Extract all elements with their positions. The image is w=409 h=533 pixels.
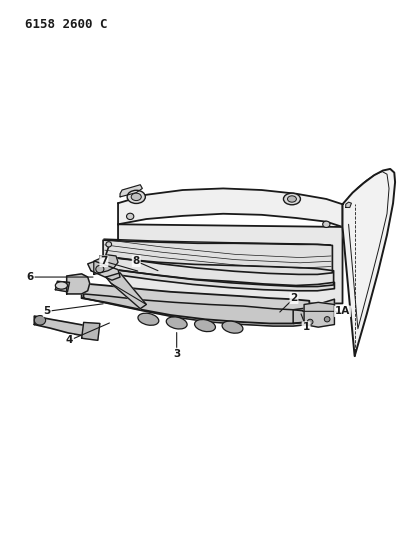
Text: 2: 2 bbox=[290, 293, 297, 303]
Polygon shape bbox=[81, 284, 309, 324]
Polygon shape bbox=[345, 202, 351, 207]
Polygon shape bbox=[98, 268, 334, 291]
Polygon shape bbox=[81, 322, 100, 341]
Polygon shape bbox=[83, 294, 308, 326]
Text: 1A: 1A bbox=[334, 306, 349, 316]
Ellipse shape bbox=[131, 193, 141, 200]
Ellipse shape bbox=[287, 196, 296, 202]
Ellipse shape bbox=[137, 313, 158, 325]
Polygon shape bbox=[342, 169, 394, 356]
Polygon shape bbox=[100, 256, 333, 287]
Polygon shape bbox=[303, 302, 334, 327]
Ellipse shape bbox=[55, 282, 67, 289]
Text: 3: 3 bbox=[173, 349, 180, 359]
Ellipse shape bbox=[307, 319, 312, 325]
Polygon shape bbox=[118, 189, 342, 227]
Ellipse shape bbox=[324, 317, 329, 322]
Polygon shape bbox=[67, 274, 90, 294]
Polygon shape bbox=[34, 316, 97, 337]
Text: 6158 2600 C: 6158 2600 C bbox=[25, 18, 107, 30]
Ellipse shape bbox=[106, 241, 111, 247]
Text: 4: 4 bbox=[66, 335, 73, 345]
Ellipse shape bbox=[222, 321, 243, 333]
Ellipse shape bbox=[127, 190, 145, 204]
Ellipse shape bbox=[283, 193, 300, 205]
Text: 7: 7 bbox=[100, 256, 107, 266]
Text: 1: 1 bbox=[302, 322, 309, 332]
Ellipse shape bbox=[96, 265, 103, 273]
Polygon shape bbox=[292, 299, 334, 324]
Polygon shape bbox=[88, 261, 120, 280]
Ellipse shape bbox=[126, 213, 133, 220]
Polygon shape bbox=[103, 240, 332, 274]
Text: 8: 8 bbox=[132, 256, 139, 266]
Ellipse shape bbox=[166, 317, 187, 329]
Polygon shape bbox=[118, 224, 342, 303]
Polygon shape bbox=[106, 273, 146, 309]
Text: 5: 5 bbox=[43, 306, 51, 316]
Polygon shape bbox=[120, 185, 142, 197]
Ellipse shape bbox=[322, 221, 329, 228]
Polygon shape bbox=[94, 255, 118, 274]
Ellipse shape bbox=[34, 316, 45, 325]
Polygon shape bbox=[55, 281, 70, 292]
Text: 6: 6 bbox=[27, 272, 34, 282]
Ellipse shape bbox=[194, 319, 215, 332]
